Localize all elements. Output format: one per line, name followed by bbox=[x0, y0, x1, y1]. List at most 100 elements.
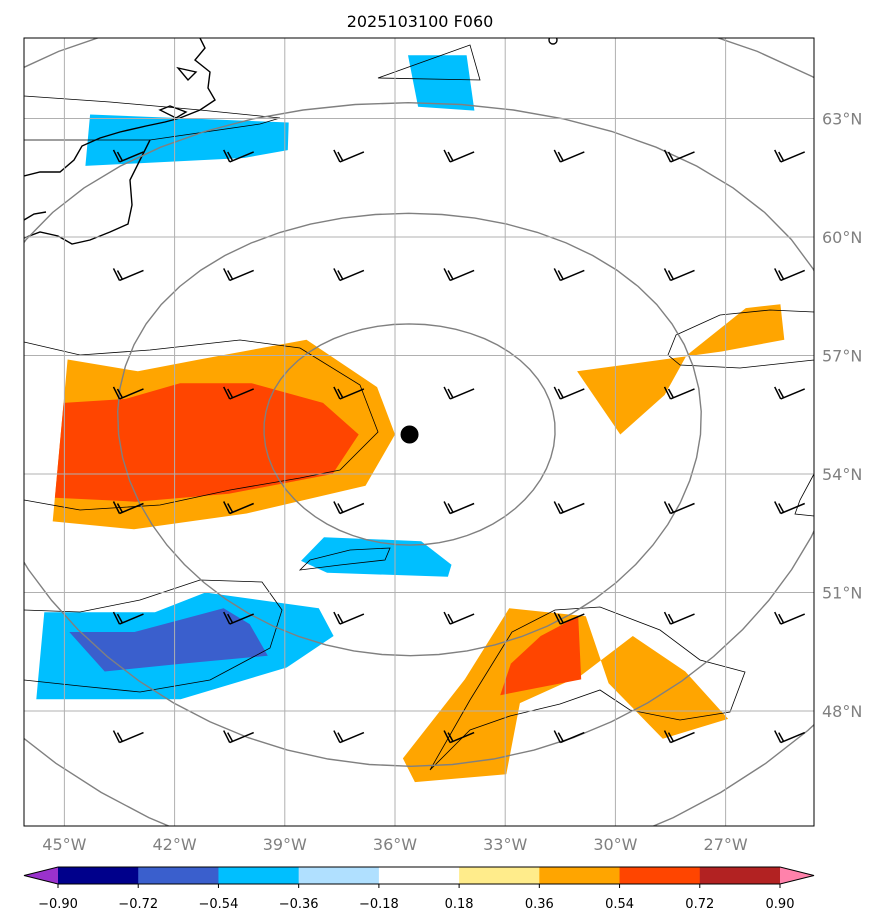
greenland-inlet-north bbox=[176, 66, 198, 82]
distance-ring-3 bbox=[24, 38, 814, 826]
lat-label: 63°N bbox=[822, 110, 862, 129]
colorbar-tick-label: 0.90 bbox=[766, 897, 795, 912]
wind-barb bbox=[774, 149, 806, 163]
colorbar-segment bbox=[58, 867, 139, 884]
wind-barb bbox=[553, 386, 585, 400]
plot-frame bbox=[23, 37, 815, 827]
small-island bbox=[548, 38, 558, 45]
outline-negative-southwest bbox=[24, 579, 283, 693]
colorbar-tick-label: −0.90 bbox=[38, 897, 78, 912]
greenland-island bbox=[24, 211, 47, 221]
colorbar-segment bbox=[459, 867, 540, 884]
wind-barb bbox=[443, 268, 475, 282]
colorbar-tick-label: −0.36 bbox=[279, 897, 319, 912]
wind-barbs bbox=[112, 149, 806, 744]
wind-barb bbox=[112, 386, 144, 400]
wind-barb bbox=[112, 268, 144, 282]
wind-barb bbox=[223, 501, 254, 515]
wind-barb bbox=[774, 611, 806, 625]
coastline bbox=[24, 38, 558, 245]
distance-ring-0 bbox=[263, 323, 556, 546]
wind-barb bbox=[553, 501, 585, 515]
colorbar-tick-label: −0.72 bbox=[118, 897, 158, 912]
lon-label: 30°W bbox=[593, 835, 637, 854]
shaded-region-1 bbox=[54, 383, 359, 502]
wind-barb bbox=[333, 611, 365, 625]
shaded-region-7 bbox=[301, 537, 452, 577]
wind-barb bbox=[663, 386, 695, 400]
shaded-region-6 bbox=[69, 608, 268, 672]
latitude-labels: 48°N 51°N 54°N 57°N 60°N 63°N bbox=[822, 110, 862, 722]
greenland-coast-south bbox=[24, 38, 216, 177]
wind-barb bbox=[333, 501, 365, 515]
lon-label: 45°W bbox=[42, 835, 86, 854]
wind-barb bbox=[553, 268, 585, 282]
map-plot-area bbox=[24, 38, 814, 826]
wind-barb bbox=[443, 386, 475, 400]
wind-barb bbox=[112, 501, 144, 515]
graticule bbox=[24, 38, 814, 826]
distance-ring-2 bbox=[24, 101, 814, 768]
lon-label: 33°W bbox=[483, 835, 527, 854]
wind-barb bbox=[333, 149, 365, 163]
colorbar-tick-label: −0.18 bbox=[359, 897, 399, 912]
wind-barb bbox=[223, 149, 254, 163]
lon-label: 39°W bbox=[263, 835, 307, 854]
colorbar: −0.90 −0.72 −0.54 −0.36 −0.18 0.18 0.36 0.54 0.7… bbox=[23, 866, 815, 912]
wind-barb bbox=[663, 730, 695, 744]
lon-label: 42°W bbox=[152, 835, 196, 854]
longitude-labels: 45°W 42°W 39°W 36°W 33°W 30°W 27°W bbox=[42, 835, 748, 854]
wind-barb bbox=[443, 501, 475, 515]
wind-barb bbox=[112, 730, 144, 744]
wind-barb bbox=[112, 149, 144, 163]
lat-label: 57°N bbox=[822, 347, 862, 366]
wind-barb bbox=[443, 611, 475, 625]
lat-label: 60°N bbox=[822, 228, 862, 247]
wind-barb bbox=[553, 730, 585, 744]
wind-barb bbox=[553, 611, 585, 625]
colorbar-segment bbox=[539, 867, 621, 884]
wind-barb bbox=[443, 149, 475, 163]
outline-negative-north-center bbox=[377, 44, 481, 81]
wind-barb bbox=[223, 611, 254, 625]
wind-barb bbox=[223, 386, 254, 400]
greenland-coast-east bbox=[24, 139, 151, 245]
shaded-region-9 bbox=[408, 55, 475, 111]
shaded-region-4 bbox=[500, 616, 582, 696]
chart-title: 2025103100 F060 bbox=[347, 12, 494, 31]
colorbar-segment bbox=[138, 867, 219, 884]
wind-barb bbox=[333, 386, 365, 400]
lon-label: 27°W bbox=[704, 835, 748, 854]
wind-barb bbox=[774, 501, 806, 515]
outline-positive-west bbox=[24, 339, 379, 511]
wind-barb bbox=[663, 501, 695, 515]
wind-barb bbox=[553, 149, 585, 163]
wind-barb bbox=[333, 268, 365, 282]
outline-positive-south bbox=[429, 606, 746, 771]
wind-barb bbox=[774, 730, 806, 744]
colorbar-extend-low bbox=[24, 867, 58, 884]
colorbar-tick-label: −0.54 bbox=[199, 897, 239, 912]
wind-barb bbox=[774, 386, 806, 400]
outline-positive-east bbox=[667, 309, 814, 369]
colorbar-segment bbox=[218, 867, 300, 884]
colorbar-tick-label: 0.36 bbox=[525, 897, 554, 912]
colorbar-segment bbox=[699, 867, 781, 884]
colorbar-tick-label: 0.72 bbox=[685, 897, 714, 912]
wind-barb bbox=[663, 149, 695, 163]
distance-ring-1 bbox=[116, 212, 702, 657]
lon-label: 36°W bbox=[373, 835, 417, 854]
wind-barb bbox=[112, 611, 144, 625]
wind-barb bbox=[443, 730, 475, 744]
outline-negative-small bbox=[298, 547, 391, 571]
wind-barb bbox=[663, 268, 695, 282]
wind-barb bbox=[774, 268, 806, 282]
colorbar-tick-label: 0.54 bbox=[605, 897, 634, 912]
colorbar-tick-label: 0.18 bbox=[445, 897, 474, 912]
wind-barb bbox=[663, 611, 695, 625]
lat-label: 51°N bbox=[822, 584, 862, 603]
colorbar-segment bbox=[619, 867, 701, 884]
storm-center-marker bbox=[400, 425, 419, 444]
colorbar-segment bbox=[298, 867, 380, 884]
